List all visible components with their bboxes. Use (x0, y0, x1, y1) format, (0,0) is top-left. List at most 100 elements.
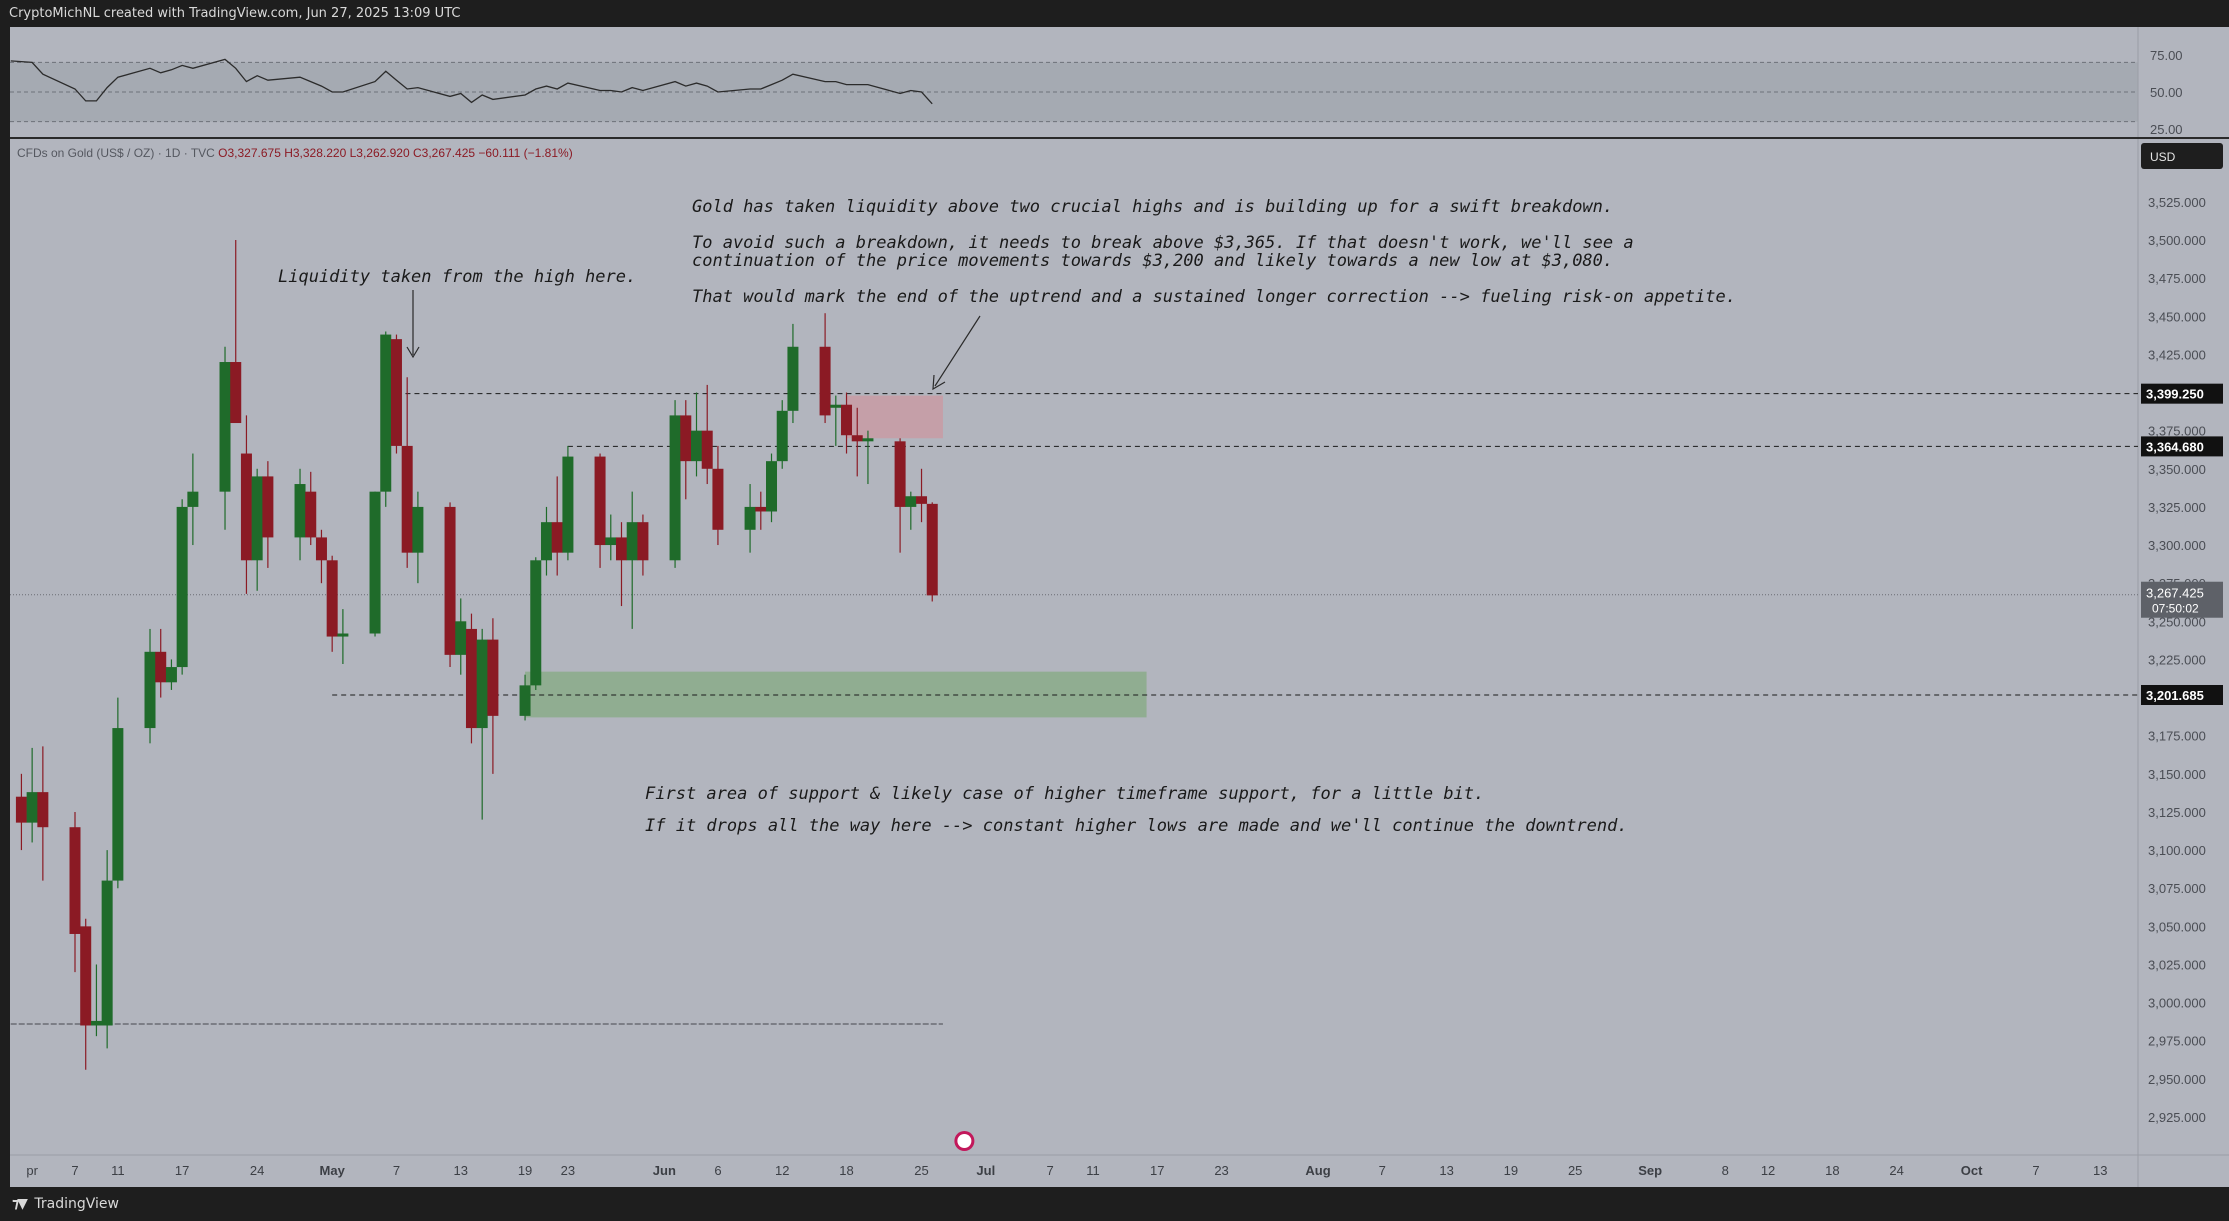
candle-body (776, 410, 788, 462)
main-annotation-line2: To avoid such a breakdown, it needs to b… (692, 233, 1634, 253)
time-tick-label: 19 (1504, 1163, 1518, 1178)
price-tick-label: 3,425.000 (2148, 347, 2206, 362)
resistance-high-price-label: 3,399.250 (2146, 387, 2204, 402)
time-tick-label: 17 (1150, 1163, 1164, 1178)
candle-body (766, 461, 778, 512)
support-price-tag (2141, 684, 2223, 705)
support-price-label: 3,201.685 (2146, 688, 2204, 703)
last-price-label: 3,267.425 (2146, 586, 2204, 601)
candle-body (744, 506, 756, 530)
candle-body (69, 827, 81, 934)
rsi-line (10, 58, 933, 105)
candle-body (755, 506, 767, 512)
candle-body (605, 537, 617, 546)
chart-background (0, 27, 2138, 1187)
candle-body (315, 537, 327, 561)
candle-body (905, 496, 917, 507)
candle-body (540, 522, 552, 561)
time-tick-label: 13 (1439, 1163, 1453, 1178)
price-tick-label: 2,925.000 (2148, 1110, 2206, 1125)
footer-bar: ⁊▼ TradingView (0, 1187, 2229, 1221)
symbol-name: CFDs on Gold (US$ / OZ) · 1D · TVC (17, 146, 215, 160)
rsi-tick-label: 75.00 (2150, 48, 2183, 63)
last-price-tag (2141, 581, 2223, 618)
time-tick-label: Sep (1638, 1163, 1662, 1178)
candle-body (476, 639, 488, 729)
candle-body (15, 796, 27, 823)
time-tick-label: 12 (775, 1163, 789, 1178)
time-tick-label: 18 (1825, 1163, 1839, 1178)
time-tick-label: 7 (71, 1163, 78, 1178)
time-tick-label: 24 (250, 1163, 264, 1178)
price-tick-label: 3,350.000 (2148, 462, 2206, 477)
time-tick-label: Jun (653, 1163, 676, 1178)
candle-body (176, 506, 188, 668)
candle-body (219, 362, 231, 492)
price-tick-label: 3,225.000 (2148, 652, 2206, 667)
candle-body (519, 685, 531, 716)
candle-body (841, 404, 853, 436)
time-tick-label: 11 (1086, 1163, 1100, 1178)
price-tick-label: 3,525.000 (2148, 195, 2206, 210)
candle-body (251, 476, 263, 561)
price-tick-label: 3,475.000 (2148, 271, 2206, 286)
time-tick-label: 13 (454, 1163, 468, 1178)
close-value: C3,267.425 (410, 146, 476, 160)
support-annotation-line2: If it drops all the way here --> constan… (645, 816, 1628, 836)
chart-canvas[interactable]: 75.00 50.00 25.00 CFDs on Gold (US$ / OZ) ·… (0, 0, 2229, 1187)
candle-body (916, 496, 928, 504)
footer-brand-label[interactable]: TradingView (34, 1196, 119, 1212)
time-tick-label: 11 (111, 1163, 125, 1178)
time-tick-label: Aug (1305, 1163, 1330, 1178)
time-tick-label: 25 (1568, 1163, 1582, 1178)
time-tick-label: 13 (2093, 1163, 2107, 1178)
price-tick-label: 3,450.000 (2148, 309, 2206, 324)
candle-body (894, 441, 906, 507)
time-tick-label: 19 (518, 1163, 532, 1178)
main-annotation-line4: That would mark the end of the uptrend a… (692, 287, 1736, 307)
candle-body (680, 415, 692, 462)
candle-body (230, 362, 242, 424)
low-value: L3,262.920 (346, 146, 410, 160)
price-tick-label: 3,000.000 (2148, 996, 2206, 1011)
candle-body (594, 456, 606, 546)
time-tick-label: May (320, 1163, 346, 1178)
price-tick-label: 3,050.000 (2148, 919, 2206, 934)
main-annotation-arrow (934, 315, 981, 387)
candle-body (691, 430, 702, 462)
attribution-text: CryptoMichNL created with TradingView.co… (9, 6, 461, 21)
candle-body (144, 651, 156, 729)
time-tick-label: 23 (561, 1163, 575, 1178)
candle-body (487, 639, 499, 716)
rsi-tick-label: 50.00 (2150, 85, 2183, 100)
main-annotation-arrowhead (932, 374, 946, 391)
time-tick-label: 25 (914, 1163, 928, 1178)
candle-body (101, 880, 113, 1026)
price-tick-label: 3,150.000 (2148, 767, 2206, 782)
price-tick-label: 3,375.000 (2148, 424, 2206, 439)
price-tick-label: 3,250.000 (2148, 614, 2206, 629)
candle-body (240, 453, 252, 561)
left-edge (0, 27, 10, 1187)
time-tick-label: 7 (1379, 1163, 1386, 1178)
time-tick-label: Oct (1961, 1163, 1983, 1178)
liquidity-arrowhead (406, 346, 420, 359)
candle-body (562, 456, 574, 553)
resistance-mid-price-tag (2141, 436, 2223, 457)
candle-body (626, 522, 638, 561)
countdown-label: 07:50:02 (2152, 602, 2199, 616)
currency-button-label[interactable]: USD (2150, 150, 2176, 164)
candle-body (830, 404, 842, 408)
time-tick-label: 7 (1046, 1163, 1053, 1178)
time-tick-label: 18 (839, 1163, 853, 1178)
time-tick-label: Jul (976, 1163, 995, 1178)
tradingview-logo-icon[interactable]: ⁊▼ (12, 1196, 28, 1212)
resistance-zone (846, 395, 943, 439)
candle-body (455, 621, 467, 655)
time-tick-label: 7 (2032, 1163, 2039, 1178)
currency-button (2141, 143, 2223, 169)
time-tick-label: 7 (393, 1163, 400, 1178)
main-annotation-line3: continuation of the price movements towa… (692, 251, 1613, 271)
price-tick-label: 3,325.000 (2148, 500, 2206, 515)
candle-body (615, 537, 627, 561)
